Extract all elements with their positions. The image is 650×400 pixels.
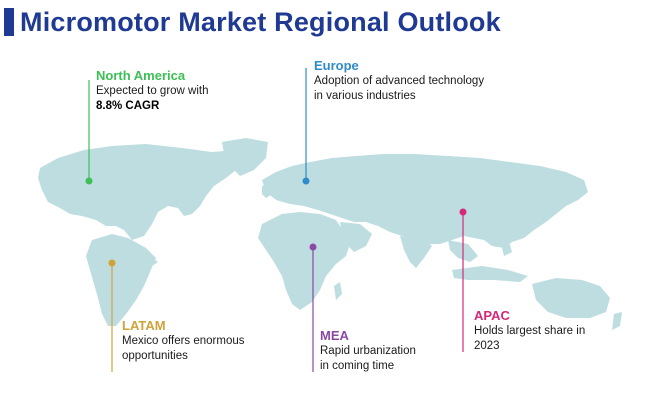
region-description: in various industries [314, 90, 416, 102]
region-name: Europe [314, 58, 359, 73]
marker-dot-apac [459, 208, 467, 216]
page-title: Micromotor Market Regional Outlook [20, 7, 501, 37]
region-description: Mexico offers enormous [122, 335, 245, 347]
south-america-landmass [86, 234, 156, 326]
australia-landmass [532, 278, 610, 318]
japan-landmass [510, 200, 528, 224]
north-america-landmass [38, 144, 244, 240]
region-description: Adoption of advanced technology [314, 75, 485, 87]
india-landmass [400, 236, 432, 268]
philippines-landmass [500, 238, 512, 256]
region-description: opportunities [122, 350, 188, 362]
region-name: APAC [474, 308, 510, 323]
indonesia-landmass [452, 266, 528, 282]
region-europe: Europe Adoption of advanced technology i… [314, 58, 484, 104]
title-accent-bar [4, 8, 14, 36]
region-name: MEA [320, 328, 349, 343]
greenland-landmass [222, 138, 268, 176]
marker-dot-europe [302, 177, 310, 185]
new-zealand-landmass [612, 312, 622, 330]
title-block: Micromotor Market Regional Outlook [4, 6, 501, 38]
arabia-landmass [340, 222, 372, 252]
africa-landmass [258, 212, 350, 310]
region-mea: MEA Rapid urbanization in coming time [320, 328, 416, 374]
region-description: in coming time [320, 360, 395, 372]
region-description: Holds largest share in [474, 325, 586, 337]
marker-dot-north-america [85, 177, 93, 185]
madagascar-landmass [334, 282, 342, 300]
british-isles-landmass [262, 184, 272, 198]
region-apac: APAC Holds largest share in 2023 [474, 308, 585, 354]
marker-dot-latam [108, 259, 116, 267]
region-north-america: North America Expected to grow with 8.8%… [96, 68, 209, 114]
region-latam: LATAM Mexico offers enormous opportuniti… [122, 318, 245, 364]
region-description: Expected to grow with [96, 85, 209, 97]
region-highlight: 8.8% CAGR [96, 100, 160, 112]
marker-dot-mea [309, 243, 317, 251]
region-description: 2023 [474, 340, 500, 352]
region-description: Rapid urbanization [320, 345, 416, 357]
eurasia-landmass [262, 154, 588, 248]
region-name: North America [96, 68, 186, 83]
region-name: LATAM [122, 318, 166, 333]
